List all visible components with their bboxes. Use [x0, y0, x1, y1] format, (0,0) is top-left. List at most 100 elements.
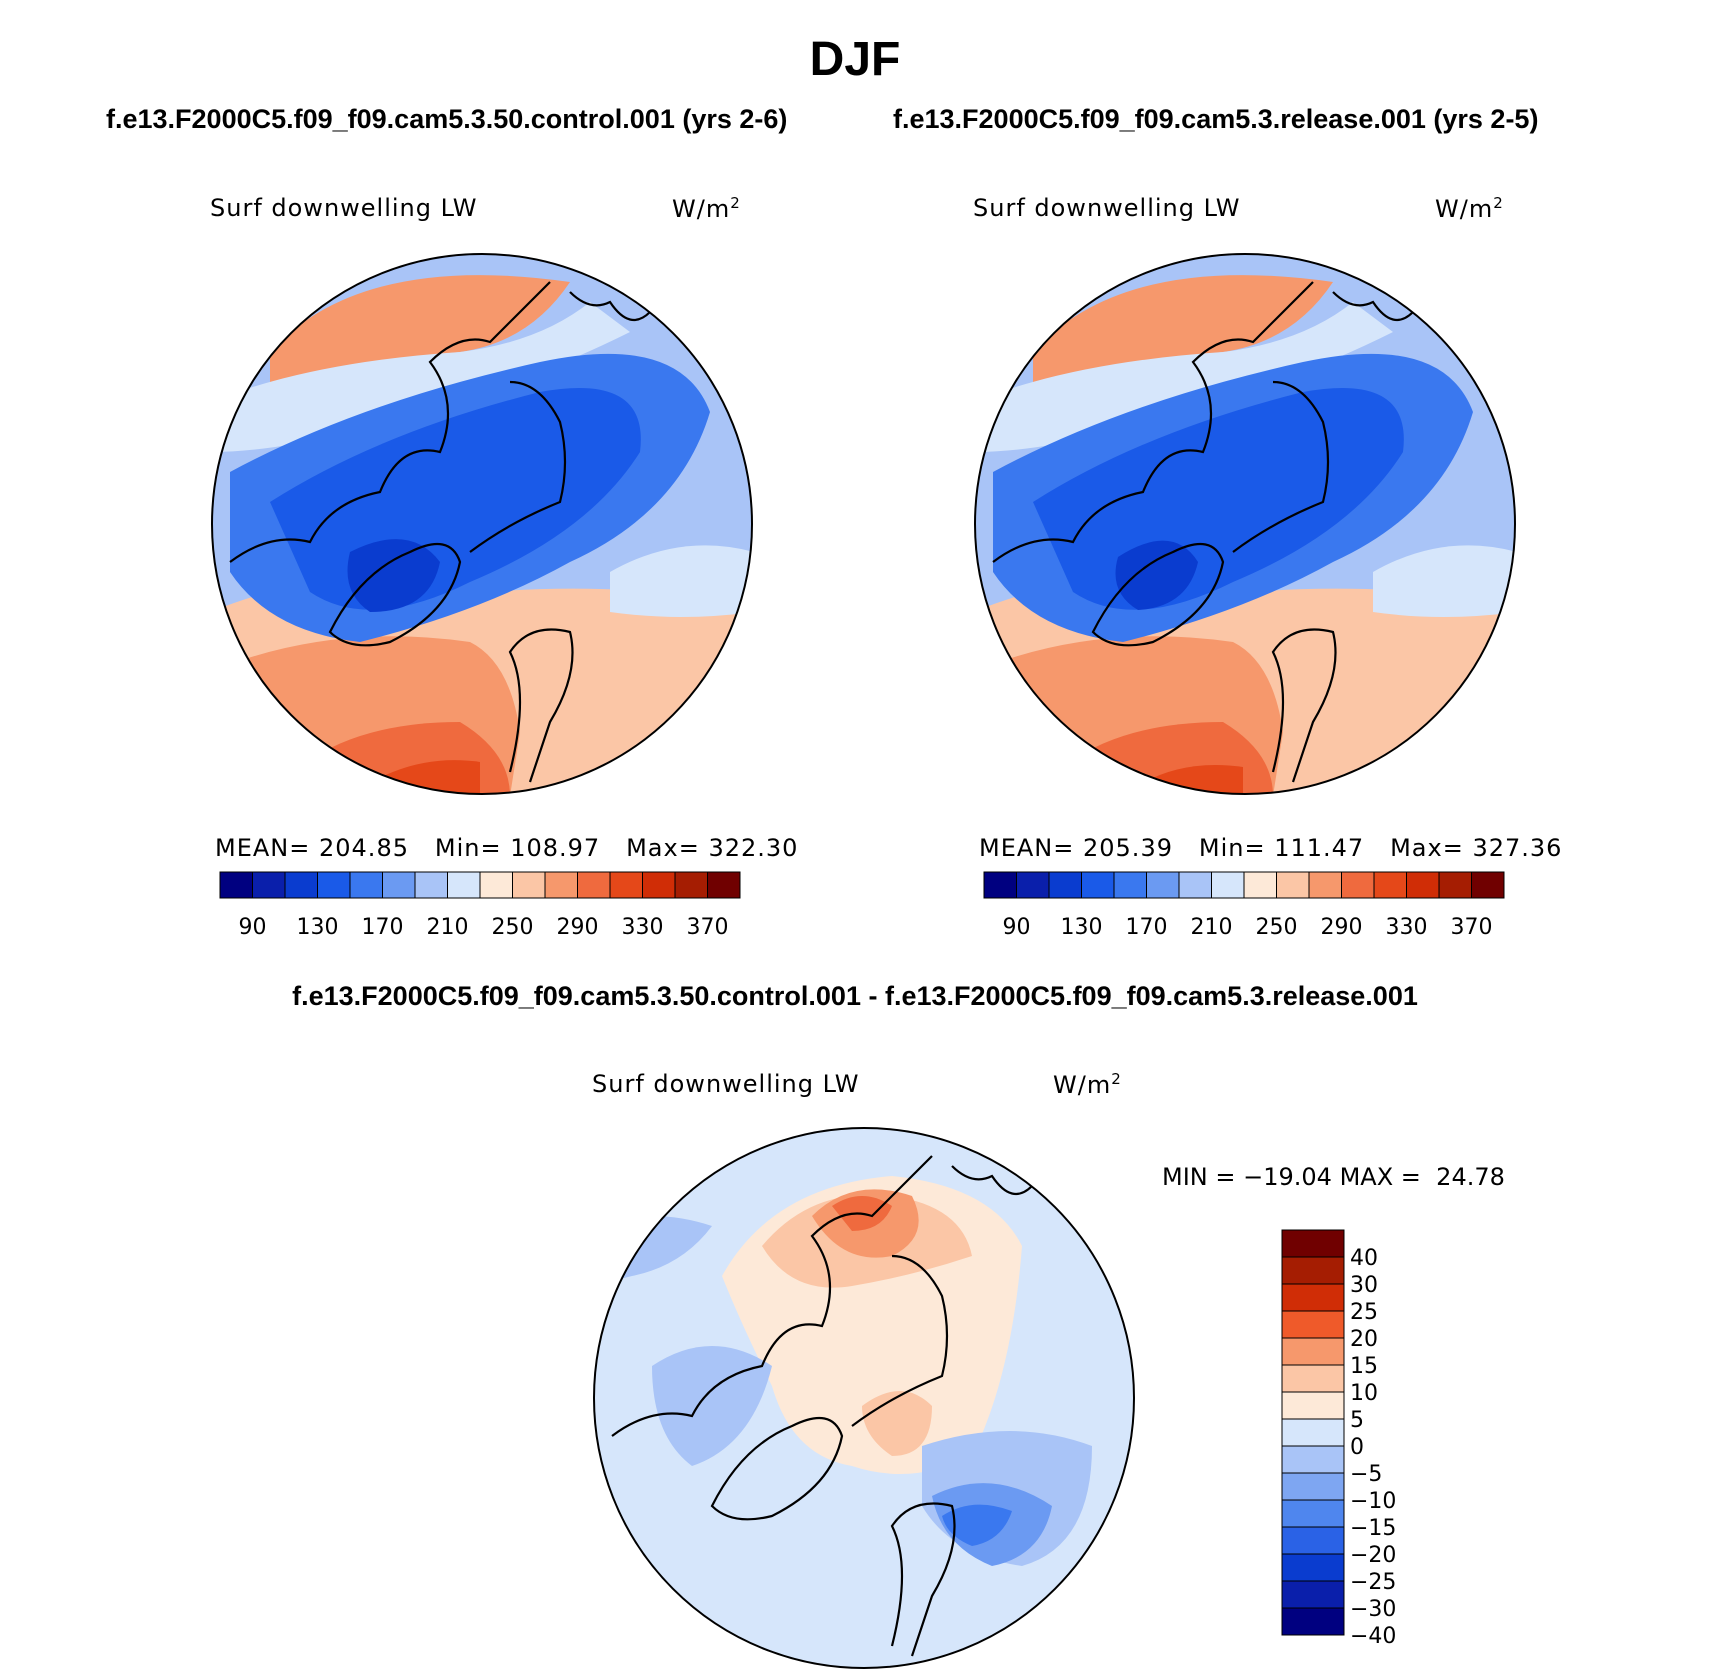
- colorbar-cell: [1281, 1310, 1345, 1339]
- colorbar-cell: [512, 871, 546, 899]
- colorbar-cell: [447, 871, 481, 899]
- colorbar-label: 210: [1191, 915, 1233, 940]
- release-variable-label: Surf downwelling LW: [973, 194, 1241, 222]
- colorbar-cell: [642, 871, 676, 899]
- colorbar-label: 25: [1350, 1300, 1378, 1325]
- colorbar-cell: [284, 871, 318, 899]
- coastline-eurasia: [1232, 380, 1337, 783]
- colorbar-cell: [479, 871, 513, 899]
- colorbar-cell: [1308, 871, 1342, 899]
- colorbar-cell: [1406, 871, 1440, 899]
- colorbar-label: 5: [1350, 1408, 1364, 1433]
- control-case-title: f.e13.F2000C5.f09_f09.cam5.3.50.control.…: [106, 104, 788, 134]
- colorbar-label: 170: [362, 915, 404, 940]
- colorbar-label: 130: [1061, 915, 1103, 940]
- coastline-siberia: [951, 1165, 1033, 1196]
- colorbar-cell: [1281, 1445, 1345, 1474]
- map-fill-cool-canada: [652, 1346, 772, 1466]
- colorbar-label: 370: [1451, 915, 1493, 940]
- difference-minmax: MIN = −19.04 MAX = 24.78: [1162, 1163, 1505, 1191]
- colorbar-cell: [1281, 1283, 1345, 1312]
- colorbar-cell: [1373, 871, 1407, 899]
- difference-variable-label: Surf downwelling LW: [592, 1070, 860, 1098]
- map-fill-light-east: [1373, 545, 1515, 617]
- colorbar-label: −10: [1350, 1489, 1396, 1514]
- colorbar-cell: [1016, 871, 1050, 899]
- coastline-greenland: [328, 542, 462, 647]
- colorbar-cell: [1243, 871, 1277, 899]
- colorbar-label: 90: [1003, 915, 1031, 940]
- colorbar-label: 290: [1321, 915, 1363, 940]
- map-fill-warm-pacific: [270, 275, 570, 392]
- colorbar-label: −25: [1350, 1570, 1396, 1595]
- colorbar-cell: [1113, 871, 1147, 899]
- colorbar-cell: [609, 871, 643, 899]
- control-units-label: W/m2: [672, 194, 741, 223]
- colorbar-label: 20: [1350, 1327, 1378, 1352]
- colorbar-cell: [544, 871, 578, 899]
- colorbar-cell: [1281, 1256, 1345, 1285]
- coastline-siberia: [569, 291, 651, 322]
- colorbar-cell: [674, 871, 708, 899]
- colorbar-cell: [1048, 871, 1082, 899]
- coastline-greenland: [710, 1416, 844, 1521]
- colorbar-cell: [1281, 1418, 1345, 1447]
- map-fill-light-pacific: [975, 302, 1393, 452]
- colorbar-label: 330: [1386, 915, 1428, 940]
- colorbar-cell: [707, 871, 741, 899]
- coastline-north-america: [992, 281, 1314, 563]
- colorbar-cell: [1438, 871, 1472, 899]
- map-fill-light-pacific: [212, 302, 630, 452]
- colorbar-cell: [219, 871, 253, 899]
- difference-polar-map: [593, 1127, 1135, 1669]
- control-stats: MEAN= 204.85 Min= 108.97 Max= 322.30: [215, 834, 799, 862]
- coastline-eurasia: [851, 1254, 956, 1657]
- colorbar-label: 0: [1350, 1435, 1364, 1460]
- colorbar-label: −40: [1350, 1624, 1396, 1649]
- control-polar-map: [211, 253, 753, 795]
- control-variable-label: Surf downwelling LW: [210, 194, 478, 222]
- colorbar-label: 370: [687, 915, 729, 940]
- colorbar-cell: [1471, 871, 1505, 899]
- colorbar-cell: [349, 871, 383, 899]
- release-stats: MEAN= 205.39 Min= 111.47 Max= 327.36: [979, 834, 1563, 862]
- difference-case-title: f.e13.F2000C5.f09_f09.cam5.3.50.control.…: [292, 981, 1418, 1011]
- colorbar-label: 10: [1350, 1381, 1378, 1406]
- colorbar-cell: [1276, 871, 1310, 899]
- map-fill-warm-pacific: [1033, 275, 1333, 392]
- colorbar-label: 130: [297, 915, 339, 940]
- season-title: DJF: [809, 33, 901, 86]
- colorbar-cell: [1081, 871, 1115, 899]
- colorbar-label: 90: [239, 915, 267, 940]
- colorbar-label: 290: [557, 915, 599, 940]
- colorbar-cell: [1281, 1472, 1345, 1501]
- release-units-label: W/m2: [1435, 194, 1504, 223]
- colorbar-cell: [1281, 1553, 1345, 1582]
- colorbar-cell: [1281, 1580, 1345, 1609]
- colorbar-cell: [1281, 1499, 1345, 1528]
- colorbar-cell: [577, 871, 611, 899]
- coastline-north-america: [611, 1155, 933, 1437]
- colorbar-cell: [1281, 1607, 1345, 1636]
- colorbar-cell: [317, 871, 351, 899]
- colorbar-label: 30: [1350, 1273, 1378, 1298]
- colorbar-cell: [1146, 871, 1180, 899]
- colorbar-cell: [1281, 1391, 1345, 1420]
- coastline-eurasia: [469, 380, 574, 783]
- coastline-siberia: [1332, 291, 1414, 322]
- colorbar-label: −5: [1350, 1462, 1382, 1487]
- map-fill-light-east: [610, 545, 752, 617]
- release-case-title: f.e13.F2000C5.f09_f09.cam5.3.release.001…: [893, 104, 1539, 134]
- colorbar-cell: [252, 871, 286, 899]
- colorbar-label: 170: [1126, 915, 1168, 940]
- colorbar-label: 210: [427, 915, 469, 940]
- colorbar-label: 40: [1350, 1246, 1378, 1271]
- colorbar-label: 250: [492, 915, 534, 940]
- colorbar-cell: [1281, 1364, 1345, 1393]
- colorbar-label: 330: [622, 915, 664, 940]
- colorbar-cell: [1341, 871, 1375, 899]
- colorbar-label: 15: [1350, 1354, 1378, 1379]
- control-colorbar: 90 130 170 210 250 290 330 370: [219, 871, 741, 940]
- colorbar-label: −30: [1350, 1597, 1396, 1622]
